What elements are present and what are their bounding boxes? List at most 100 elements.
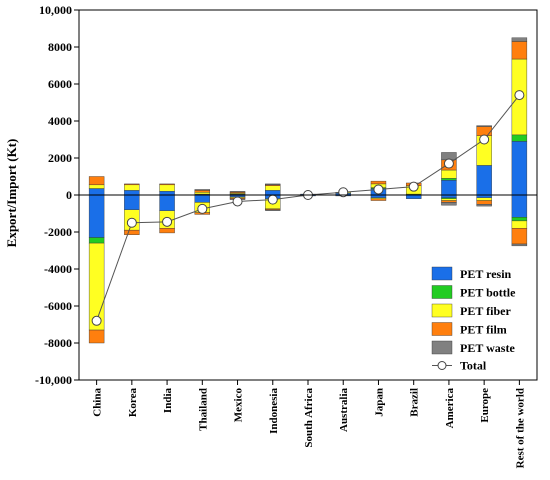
total-point	[126, 217, 137, 228]
bar-segment	[159, 194, 175, 211]
bar-segment	[370, 198, 387, 201]
legend-label: PET bottle	[460, 286, 516, 300]
legend-swatch	[431, 266, 453, 281]
x-tick-label: South Africa	[303, 388, 315, 448]
total-point	[162, 216, 173, 227]
legend-swatch	[431, 322, 453, 336]
legend-swatch	[431, 340, 453, 355]
bar-segment	[511, 41, 528, 60]
x-tick-label: Brazil	[409, 388, 421, 417]
bar-segment	[441, 178, 457, 181]
y-tick-label: -2000	[44, 225, 72, 239]
bar-segment	[476, 200, 492, 205]
legend-label: PET film	[460, 323, 507, 337]
bar-segment	[476, 197, 492, 201]
bar-segment	[511, 134, 528, 142]
bar-segment	[88, 194, 105, 238]
y-tick-label: 2000	[48, 151, 72, 165]
total-point	[479, 134, 490, 145]
bar-segment	[88, 176, 105, 186]
bar-segment	[476, 165, 492, 196]
bar-segment	[124, 184, 140, 191]
bar-segment	[159, 184, 175, 192]
bar-segment	[159, 191, 175, 196]
legend-label: PET waste	[460, 341, 515, 355]
bar-segment	[476, 126, 492, 137]
total-point	[443, 158, 454, 169]
bar-segment	[265, 185, 281, 191]
x-tick-label: China	[92, 388, 104, 417]
bar-segment	[88, 188, 105, 196]
x-tick-label: America	[444, 388, 456, 429]
bar-segment	[194, 190, 211, 193]
x-tick-label: Japan	[373, 388, 385, 417]
bar-segment	[511, 194, 528, 218]
bar-segment	[124, 190, 140, 196]
x-tick-label: Europe	[479, 388, 491, 423]
y-tick-label: 4000	[48, 114, 72, 128]
bar-segment	[194, 192, 211, 195]
x-tick-label: Australia	[338, 388, 350, 433]
bar-segment	[88, 329, 105, 344]
bar-segment	[124, 194, 140, 211]
y-tick-label: 0	[66, 188, 72, 202]
bar-segment	[441, 202, 457, 206]
y-tick-label: -10,000	[35, 373, 72, 387]
legend-label: PET fiber	[460, 304, 511, 318]
y-tick-label: 6000	[48, 77, 72, 91]
bar-segment	[88, 237, 105, 244]
total-point	[514, 90, 525, 101]
y-tick-label: -4000	[44, 262, 72, 276]
bar-segment	[405, 194, 422, 199]
legend-total-marker	[437, 361, 447, 370]
legend-swatch	[431, 285, 453, 299]
bar-segment	[441, 179, 457, 196]
total-point	[267, 194, 278, 205]
bar-segment	[265, 183, 281, 186]
x-tick-label: India	[162, 388, 174, 414]
bar-segment	[441, 169, 457, 179]
total-point	[408, 181, 419, 192]
x-tick-label: Korea	[127, 388, 139, 418]
y-axis-title: Export/Import (Kt)	[4, 139, 19, 248]
x-axis: China Korea India Thailand Mexico Indonesia So…	[92, 380, 526, 468]
bar-segment	[265, 190, 281, 196]
bar-segment	[511, 37, 528, 42]
y-tick-label: 10,000	[39, 3, 72, 17]
bar-segment	[511, 220, 528, 229]
bar-segment	[511, 141, 528, 196]
legend-swatch	[431, 303, 453, 318]
bar-segment	[441, 200, 457, 203]
y-tick-label: -6000	[44, 299, 72, 313]
bar-segment	[124, 183, 140, 186]
x-tick-label: Mexico	[233, 388, 245, 423]
bar-segment	[265, 209, 281, 211]
bar-segment	[476, 204, 492, 207]
total-point	[232, 196, 243, 207]
legend-label: PET resin	[460, 267, 512, 281]
bar-segment	[511, 243, 528, 247]
total-point	[373, 184, 384, 195]
x-tick-label: Indonesia	[268, 388, 280, 434]
bar-segment	[194, 189, 211, 191]
bar-segment	[511, 228, 528, 245]
bar-segment	[511, 216, 528, 222]
y-tick-label: -8000	[44, 336, 72, 350]
x-tick-label: Thailand	[197, 388, 209, 431]
bar-segment	[370, 180, 387, 185]
total-point	[338, 187, 349, 198]
y-tick-label: 8000	[48, 40, 72, 54]
legend-background	[428, 261, 535, 380]
legend: PET resin PET bottle PET fiber PET film PET …	[428, 261, 535, 380]
bar-segment	[124, 229, 140, 235]
total-point	[91, 315, 102, 326]
y-axis: -10,000 -8000 -6000 -4000 -2000 0 2000 4000 6000…	[35, 3, 79, 387]
bar-segment	[159, 183, 175, 186]
bar-segment	[159, 228, 175, 234]
bar-segment	[229, 191, 246, 193]
bar-segment	[194, 194, 211, 203]
x-tick-label: Rest of the world	[514, 388, 526, 468]
bar-segment	[88, 184, 105, 189]
total-point	[197, 203, 208, 214]
